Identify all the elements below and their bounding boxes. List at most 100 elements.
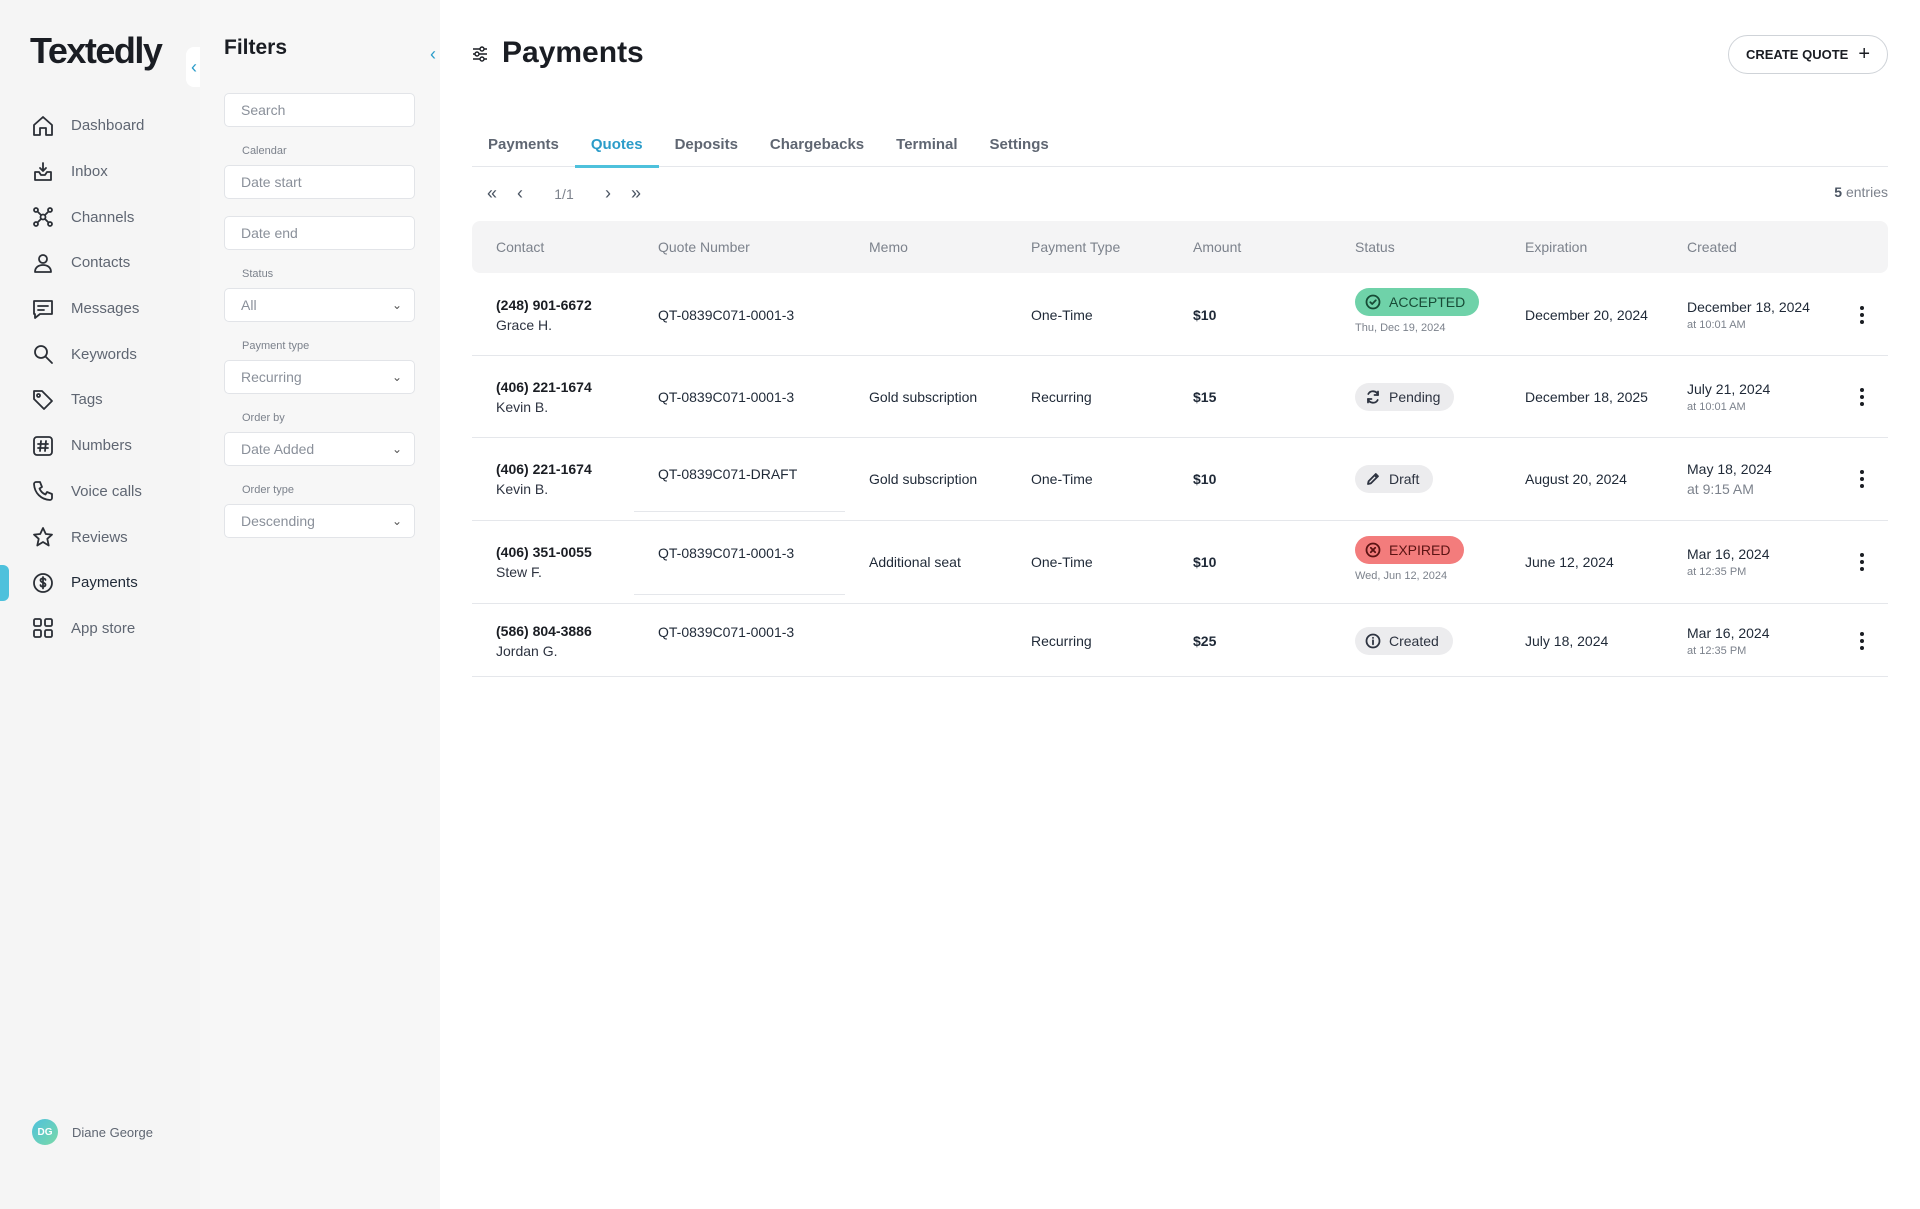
status-label: EXPIRED (1389, 542, 1451, 558)
contact-cell: (406) 221-1674 Kevin B. (496, 379, 592, 415)
column-header-created[interactable]: Created (1687, 239, 1737, 255)
contact-phone[interactable]: (406) 221-1674 (496, 461, 592, 477)
order-by-select[interactable]: Date Added ⌄ (224, 432, 415, 466)
status-cell: EXPIRED Wed, Jun 12, 2024 (1355, 536, 1465, 582)
created-time: at 10:01 AM (1687, 401, 1746, 413)
date-end-field[interactable]: Date end (224, 216, 415, 250)
column-header-amount[interactable]: Amount (1193, 239, 1242, 255)
contact-cell: (406) 221-1674 Kevin B. (496, 461, 592, 497)
user-profile[interactable]: DG Diane George (32, 1119, 153, 1145)
star-icon (31, 525, 55, 549)
status-badge: EXPIRED (1355, 536, 1465, 564)
column-header-contact[interactable]: Contact (496, 239, 545, 255)
app-logo[interactable]: Textedly (30, 30, 163, 71)
amount: $10 (1193, 554, 1217, 570)
status-label: Pending (1389, 389, 1441, 405)
sidebar-item-tags[interactable]: Tags (0, 377, 200, 423)
tab-chargebacks[interactable]: Chargebacks (769, 136, 865, 153)
status-cell: Draft (1355, 465, 1434, 493)
table-row[interactable]: (248) 901-6672 Grace H. QT-0839C071-0001… (472, 273, 1888, 356)
sidebar-collapse-button[interactable]: ‹ (186, 47, 202, 87)
created-date: December 18, 2024 (1687, 299, 1810, 315)
chevron-down-icon: ⌄ (391, 514, 402, 528)
sidebar-item-contacts[interactable]: Contacts (0, 240, 200, 286)
divider (634, 594, 845, 595)
sidebar-item-keywords[interactable]: Keywords (0, 331, 200, 377)
create-quote-button[interactable]: CREATE QUOTE + (1728, 35, 1888, 74)
status-badge: Draft (1355, 465, 1434, 493)
sidebar-item-messages[interactable]: Messages (0, 286, 200, 332)
more-options-icon[interactable] (1854, 466, 1870, 492)
sidebar-item-reviews[interactable]: Reviews (0, 514, 200, 560)
tab-payments[interactable]: Payments (488, 136, 559, 153)
sidebar-item-payments[interactable]: Payments (0, 560, 200, 606)
table-header: Contact Quote Number Memo Payment Type A… (472, 221, 1888, 273)
contact-name: Kevin B. (496, 399, 549, 415)
payment-type: One-Time (1031, 471, 1093, 487)
more-options-icon[interactable] (1854, 628, 1870, 654)
more-options-icon[interactable] (1854, 549, 1870, 575)
sidebar-item-inbox[interactable]: Inbox (0, 149, 200, 195)
status-badge: Created (1355, 627, 1453, 655)
status-label: ACCEPTED (1389, 294, 1466, 310)
tab-deposits[interactable]: Deposits (674, 136, 738, 153)
date-start-field[interactable]: Date start (224, 165, 415, 199)
status-date: Wed, Jun 12, 2024 (1355, 570, 1448, 582)
table-row[interactable]: (586) 804-3886 Jordan G. QT-0839C071-000… (472, 604, 1888, 677)
pagination: « ‹ 1/1 › » (478, 183, 650, 204)
tabs: Payments Quotes Deposits Chargebacks Ter… (472, 122, 1888, 168)
next-page-icon[interactable]: › (605, 183, 611, 203)
messages-icon (31, 297, 55, 321)
payment-type: Recurring (1031, 633, 1092, 649)
more-options-icon[interactable] (1854, 384, 1870, 410)
contact-cell: (406) 351-0055 Stew F. (496, 544, 592, 580)
contact-name: Kevin B. (496, 481, 549, 497)
column-header-status[interactable]: Status (1355, 239, 1395, 255)
tab-terminal[interactable]: Terminal (896, 136, 958, 153)
contact-phone[interactable]: (586) 804-3886 (496, 623, 592, 639)
amount: $10 (1193, 471, 1217, 487)
order-type-select[interactable]: Descending ⌄ (224, 504, 415, 538)
contact-phone[interactable]: (406) 221-1674 (496, 379, 592, 395)
sidebar-item-voice-calls[interactable]: Voice calls (0, 469, 200, 515)
expiration-date: June 12, 2024 (1525, 554, 1614, 570)
contact-cell: (248) 901-6672 Grace H. (496, 297, 592, 333)
last-page-icon[interactable]: » (630, 183, 641, 203)
user-name: Diane George (72, 1124, 153, 1140)
sidebar-item-dashboard[interactable]: Dashboard (0, 103, 200, 149)
previous-page-icon[interactable]: ‹ (517, 183, 523, 203)
column-header-payment-type[interactable]: Payment Type (1031, 239, 1121, 255)
filter-sliders-icon[interactable] (472, 46, 488, 62)
order-by-select-value: Date Added (241, 441, 315, 457)
quote-number: QT-0839C071-0001-3 (658, 624, 795, 640)
filters-title: Filters (224, 36, 288, 59)
contact-phone[interactable]: (406) 351-0055 (496, 544, 592, 560)
column-header-expiration[interactable]: Expiration (1525, 239, 1588, 255)
tab-quotes[interactable]: Quotes (574, 122, 659, 168)
sidebar-item-label: Numbers (71, 437, 132, 455)
column-header-memo[interactable]: Memo (869, 239, 908, 255)
status-select[interactable]: All ⌄ (224, 288, 415, 322)
payment-type: One-Time (1031, 307, 1093, 323)
column-header-quote-number[interactable]: Quote Number (658, 239, 750, 255)
expiration-date: August 20, 2024 (1525, 471, 1627, 487)
table-row[interactable]: (406) 221-1674 Kevin B. QT-0839C071-DRAF… (472, 438, 1888, 520)
sidebar-item-channels[interactable]: Channels (0, 194, 200, 240)
payment-type-select[interactable]: Recurring ⌄ (224, 360, 415, 394)
status-label: Status (242, 268, 274, 280)
tab-settings[interactable]: Settings (989, 136, 1049, 153)
table-row[interactable]: (406) 221-1674 Kevin B. QT-0839C071-0001… (472, 356, 1888, 438)
created-date: May 18, 2024 (1687, 461, 1772, 477)
contact-phone[interactable]: (248) 901-6672 (496, 297, 592, 313)
filters-collapse-button[interactable]: ‹ (430, 44, 444, 65)
search-input[interactable]: Search (224, 93, 415, 127)
entries-count: 5 entries (1834, 184, 1888, 200)
memo: Gold subscription (869, 471, 978, 487)
more-options-icon[interactable] (1854, 302, 1870, 328)
first-page-icon[interactable]: « (486, 183, 497, 203)
sidebar-item-label: Contacts (71, 254, 131, 272)
table-row[interactable]: (406) 351-0055 Stew F. QT-0839C071-0001-… (472, 521, 1888, 603)
sidebar-item-app-store[interactable]: App store (0, 606, 200, 652)
contact-cell: (586) 804-3886 Jordan G. (496, 623, 592, 659)
sidebar-item-numbers[interactable]: Numbers (0, 423, 200, 469)
